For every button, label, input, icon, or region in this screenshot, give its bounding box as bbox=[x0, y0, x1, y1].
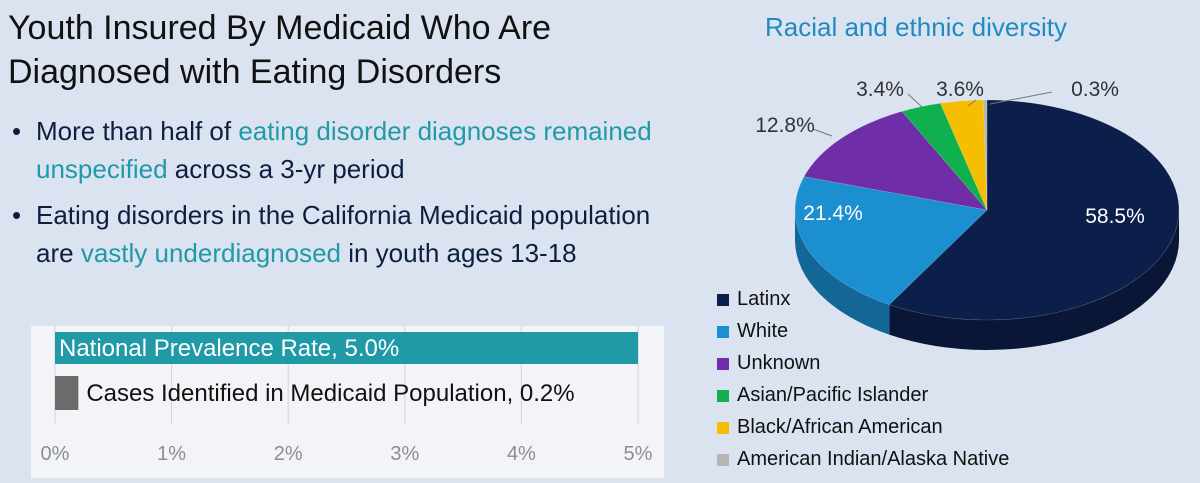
bar bbox=[55, 376, 79, 410]
pie-data-label: 12.8% bbox=[755, 114, 815, 137]
bar-data-label: National Prevalence Rate, 5.0% bbox=[59, 335, 399, 362]
pie-slice bbox=[803, 111, 988, 211]
pie-chart: 58.5% 21.4% 12.8% 3.4% 3.6% 0.3% bbox=[755, 78, 1180, 350]
legend-item: Black/African American bbox=[717, 414, 1009, 446]
page-title: Youth Insured By Medicaid Who Are Diagno… bbox=[8, 6, 708, 94]
bar bbox=[55, 332, 638, 364]
bullet-dot: • bbox=[12, 200, 22, 230]
legend-swatch bbox=[717, 422, 729, 434]
bullet-dot: • bbox=[12, 116, 22, 146]
pie-slice bbox=[983, 99, 988, 211]
bullet-text: across a 3-yr period bbox=[167, 154, 405, 184]
x-tick-label: 5% bbox=[624, 443, 653, 465]
leader-line bbox=[989, 91, 1053, 105]
bullet-item: • Eating disorders in the California Medi… bbox=[10, 196, 690, 272]
pie-slice-side bbox=[795, 210, 890, 335]
pie-slice bbox=[794, 176, 988, 305]
pie-data-label: 0.3% bbox=[1071, 78, 1119, 101]
legend-item: Unknown bbox=[717, 350, 1009, 382]
legend-label: American Indian/Alaska Native bbox=[737, 448, 1010, 470]
legend-swatch bbox=[717, 358, 729, 370]
legend-swatch bbox=[717, 454, 729, 466]
pie-slice bbox=[888, 99, 1180, 321]
pie-data-label: 3.6% bbox=[936, 78, 984, 101]
x-tick-label: 0% bbox=[41, 443, 70, 465]
bullet-item: • More than half of eating disorder diagn… bbox=[10, 112, 690, 188]
pie-slice-side bbox=[889, 210, 1179, 350]
pie-slice bbox=[940, 99, 988, 211]
legend-label: Black/African American bbox=[737, 416, 943, 438]
bullet-text: Eating disorders in the California Medic… bbox=[36, 200, 651, 268]
legend-label: White bbox=[737, 320, 789, 342]
legend-swatch bbox=[717, 326, 729, 338]
legend-swatch bbox=[717, 390, 729, 402]
title-line-2: Diagnosed with Eating Disorders bbox=[8, 53, 502, 91]
bullet-highlight: eating disorder diagnoses remained unspe… bbox=[36, 116, 652, 184]
bullet-text: in youth ages 13-18 bbox=[341, 238, 577, 268]
x-tick-label: 4% bbox=[507, 443, 536, 465]
leader-line bbox=[967, 99, 977, 107]
leader-line bbox=[907, 93, 923, 108]
bar-chart: 0% 1% 2% 3% 4% 5% National Prevalence Rate, 5.… bbox=[41, 326, 653, 465]
leader-line bbox=[812, 128, 833, 137]
bar-chart-panel: 0% 1% 2% 3% 4% 5% National Prevalence Rate, 5.… bbox=[31, 326, 664, 478]
legend-item: Asian/Pacific Islander bbox=[717, 382, 1009, 414]
pie-legend: Latinx White Unknown Asian/Pacific Islander… bbox=[717, 286, 1009, 478]
legend-item: American Indian/Alaska Native bbox=[717, 446, 1009, 478]
legend-item: Latinx bbox=[717, 286, 1009, 318]
bar-data-label: Cases Identified in Medicaid Population,… bbox=[86, 380, 574, 407]
pie-slice bbox=[901, 103, 988, 211]
bullet-highlight: vastly underdiagnosed bbox=[80, 238, 341, 268]
legend-swatch bbox=[717, 294, 729, 306]
pie-data-label: 58.5% bbox=[1085, 205, 1145, 228]
x-tick-label: 3% bbox=[390, 443, 419, 465]
x-tick-label: 2% bbox=[274, 443, 303, 465]
pie-data-label: 21.4% bbox=[803, 202, 863, 225]
bullet-list: • More than half of eating disorder diagn… bbox=[10, 112, 690, 272]
pie-chart-title: Racial and ethnic diversity bbox=[765, 12, 1068, 42]
pie-data-label: 3.4% bbox=[856, 78, 904, 101]
title-line-1: Youth Insured By Medicaid Who Are bbox=[8, 9, 552, 47]
legend-item: White bbox=[717, 318, 1009, 350]
bullet-text: More than half of bbox=[36, 116, 239, 146]
legend-label: Unknown bbox=[737, 352, 821, 374]
legend-label: Asian/Pacific Islander bbox=[737, 384, 929, 406]
x-tick-label: 1% bbox=[157, 443, 186, 465]
legend-label: Latinx bbox=[737, 288, 791, 310]
